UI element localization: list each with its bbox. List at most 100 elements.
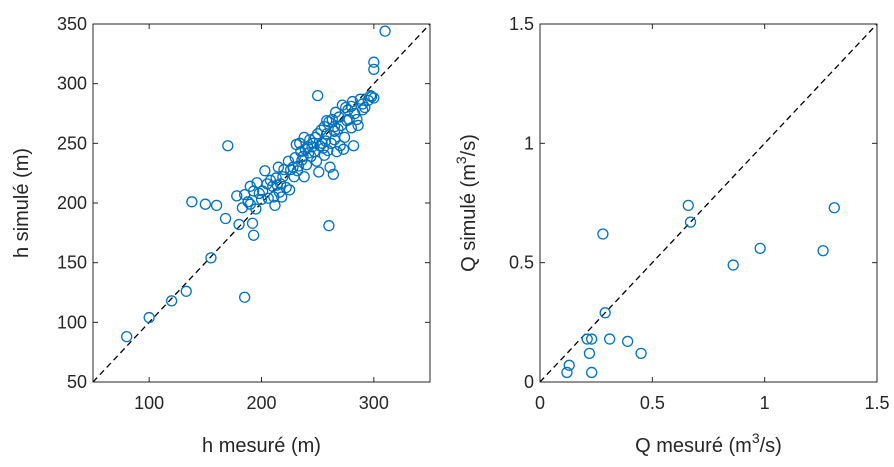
- q-data-point: [581, 333, 593, 345]
- h-data-point: [338, 131, 351, 144]
- q-x-label-exp: 3: [752, 430, 760, 446]
- h-data-point: [321, 128, 333, 140]
- h-data-point: [143, 311, 155, 324]
- h-data-point: [315, 124, 327, 136]
- h-data-point: [304, 134, 316, 146]
- h-data-point: [322, 144, 334, 157]
- h-data-point: [351, 113, 363, 126]
- q-data-point: [682, 199, 694, 212]
- q-data-point: [597, 228, 609, 240]
- h-data-point: [165, 295, 178, 307]
- q-x-label-main: Q mesuré (m: [635, 435, 752, 457]
- h-data-point: [310, 155, 323, 167]
- h-y-tick-label: 350: [57, 14, 87, 34]
- q-data-point: [727, 259, 739, 271]
- h-data-point: [180, 285, 192, 297]
- h-data-point: [283, 184, 296, 196]
- q-y-label-main: Q simulé (m: [458, 164, 480, 272]
- h-data-point: [246, 217, 259, 229]
- h-data-point: [312, 89, 324, 102]
- h-data-point: [210, 199, 223, 212]
- q-y-label-tail: /s): [458, 134, 480, 156]
- q-scatter-panel: 0 0.5 1 1.500.511.5 Q mesuré (m3/s) Q simul…: [453, 14, 890, 457]
- q-data-point: [828, 202, 840, 214]
- identity-line-q: [539, 23, 878, 383]
- h-data-point: [345, 100, 358, 112]
- h-x-tick-label: 300: [359, 393, 389, 413]
- h-data-point: [326, 113, 338, 126]
- h-data-point: [121, 331, 133, 343]
- q-data-point: [754, 242, 766, 254]
- h-data-point: [262, 192, 274, 204]
- h-data-point: [321, 115, 333, 127]
- h-data-point: [247, 229, 260, 241]
- h-data-point: [328, 125, 341, 138]
- h-data-point: [307, 137, 319, 149]
- h-data-point: [298, 131, 310, 144]
- q-y-tick-label: 0.5: [509, 253, 534, 273]
- q-x-label-tail: /s): [760, 435, 782, 457]
- h-data-point: [231, 190, 243, 202]
- q-data-point: [684, 216, 697, 228]
- h-data-point: [332, 123, 344, 135]
- h-data-point: [324, 161, 336, 173]
- h-data-point: [331, 146, 343, 158]
- h-x-axis-label: h mesuré (m): [202, 435, 321, 457]
- q-data-point: [817, 245, 829, 257]
- h-data-point: [379, 25, 391, 37]
- h-plot-frame: [92, 23, 431, 383]
- h-data-point: [199, 198, 211, 210]
- q-x-tick-label: 0.5: [640, 393, 665, 413]
- h-data-point: [233, 218, 245, 231]
- h-data-point: [242, 196, 254, 208]
- q-data-point: [586, 333, 598, 345]
- h-data-point: [259, 165, 271, 177]
- h-data-point: [274, 178, 287, 190]
- q-data-point: [583, 347, 596, 360]
- h-y-tick-label: 300: [57, 74, 87, 94]
- h-data-point: [280, 181, 292, 194]
- h-data-point: [327, 168, 340, 181]
- h-data-point: [298, 171, 310, 183]
- h-data-point: [186, 196, 198, 208]
- q-data-point: [563, 359, 575, 371]
- h-points-group: [121, 25, 391, 343]
- q-x-axis-label: Q mesuré (m3/s): [635, 430, 782, 457]
- h-data-point: [337, 143, 350, 155]
- h-data-point: [205, 252, 217, 264]
- q-data-point: [603, 333, 616, 345]
- h-data-point: [272, 161, 285, 173]
- q-y-label-exp: 3: [453, 156, 469, 164]
- h-data-point: [343, 113, 355, 126]
- h-y-tick-label: 150: [57, 253, 87, 273]
- h-x-tick-label: 100: [134, 393, 164, 413]
- h-y-tick-label: 50: [67, 372, 87, 392]
- h-data-point: [316, 137, 328, 149]
- h-data-point: [312, 128, 324, 140]
- h-y-axis-label: h simulé (m): [11, 148, 33, 258]
- q-points-group: [561, 199, 840, 379]
- h-data-point: [250, 203, 262, 215]
- h-data-point: [345, 122, 358, 134]
- q-plot-frame: [539, 23, 878, 383]
- q-x-tick-label: 1.5: [864, 393, 889, 413]
- h-data-point: [340, 101, 352, 114]
- q-data-point: [635, 347, 647, 360]
- h-data-point: [276, 191, 288, 203]
- h-data-point: [269, 199, 281, 212]
- q-y-axis-label: Q simulé (m3/s): [453, 134, 480, 272]
- q-y-tick-label: 1: [524, 133, 534, 153]
- h-y-tick-label: 100: [57, 312, 87, 332]
- h-data-point: [323, 220, 335, 232]
- q-data-point: [561, 366, 573, 379]
- q-data-point: [586, 366, 598, 379]
- h-data-point: [219, 212, 232, 225]
- q-x-tick-label: 0: [535, 393, 545, 413]
- h-data-point: [238, 291, 251, 303]
- h-data-point: [364, 89, 377, 102]
- h-data-point: [292, 160, 305, 172]
- q-data-point: [599, 307, 611, 319]
- h-data-point: [328, 120, 341, 133]
- h-x-tick-label: 200: [246, 393, 276, 413]
